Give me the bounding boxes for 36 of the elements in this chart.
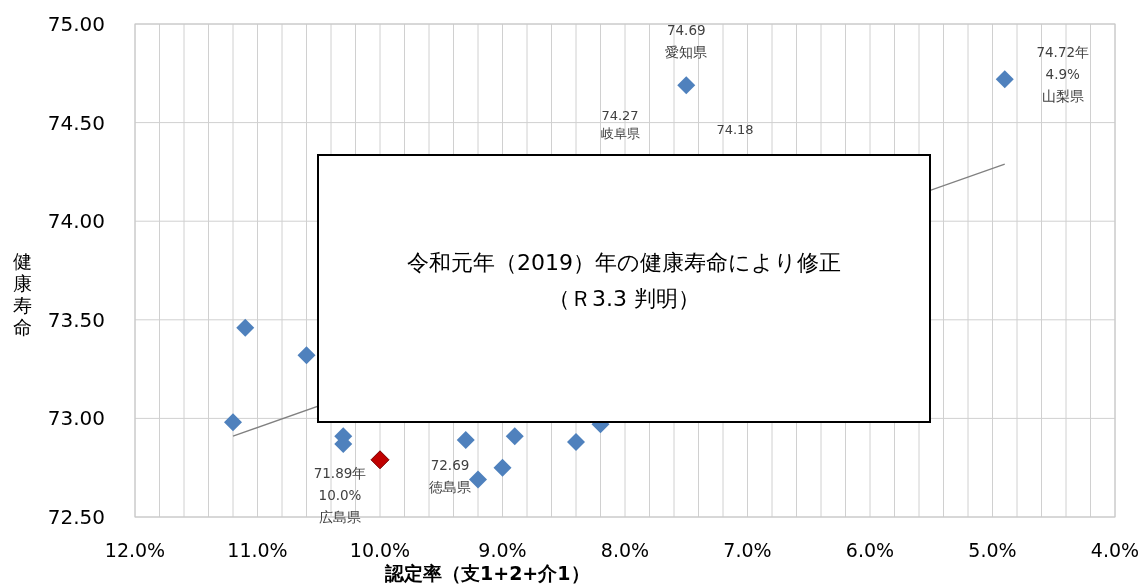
- point: [370, 450, 390, 470]
- point: [505, 427, 524, 446]
- x-tick-label: 9.0%: [478, 539, 527, 561]
- annotation: 71.89年 10.0% 広島県: [313, 464, 367, 525]
- x-tick-label: 6.0%: [845, 539, 895, 561]
- y-axis-title: 健康寿命: [12, 250, 32, 338]
- y-tick-label: 75.00: [47, 12, 105, 36]
- point: [995, 70, 1014, 89]
- point: [297, 346, 316, 365]
- y-tick-label: 74.50: [47, 110, 105, 135]
- x-tick-label: 7.0%: [723, 539, 772, 561]
- annotation: 令和元年（2019）年の健康寿命により修正: [407, 250, 841, 275]
- y-tick-label: 73.00: [47, 406, 105, 431]
- x-tick-label: 10.0%: [349, 539, 411, 561]
- point: [677, 76, 696, 95]
- point: [236, 318, 255, 337]
- point: [567, 433, 585, 452]
- y-tick-label: 72.50: [47, 505, 105, 529]
- annotation: 74.27 岐阜県: [600, 108, 640, 141]
- annotation: 74.69 愛知県: [665, 22, 708, 61]
- point: [493, 458, 512, 477]
- x-tick-label: 12.0%: [104, 539, 166, 561]
- x-axis-title: 認定率（支1+2+介1）: [384, 562, 590, 584]
- x-tick-label: 5.0%: [968, 539, 1017, 561]
- annotation: 74.72年 4.9% 山梨県: [1036, 44, 1090, 105]
- point: [469, 470, 487, 489]
- x-tick-label: 4.0%: [1090, 539, 1140, 561]
- x-tick-label: 11.0%: [227, 539, 288, 561]
- y-tick-label: 73.50: [47, 307, 105, 332]
- x-tick-label: 8.0%: [600, 539, 650, 561]
- point: [224, 413, 242, 432]
- point: [456, 431, 475, 450]
- y-tick-label: 74.00: [47, 209, 105, 234]
- annotation: （Ｒ3.3 判明）: [548, 286, 700, 311]
- annotation: 72.69 徳島県: [429, 456, 471, 495]
- annotation: 74.18: [716, 122, 754, 137]
